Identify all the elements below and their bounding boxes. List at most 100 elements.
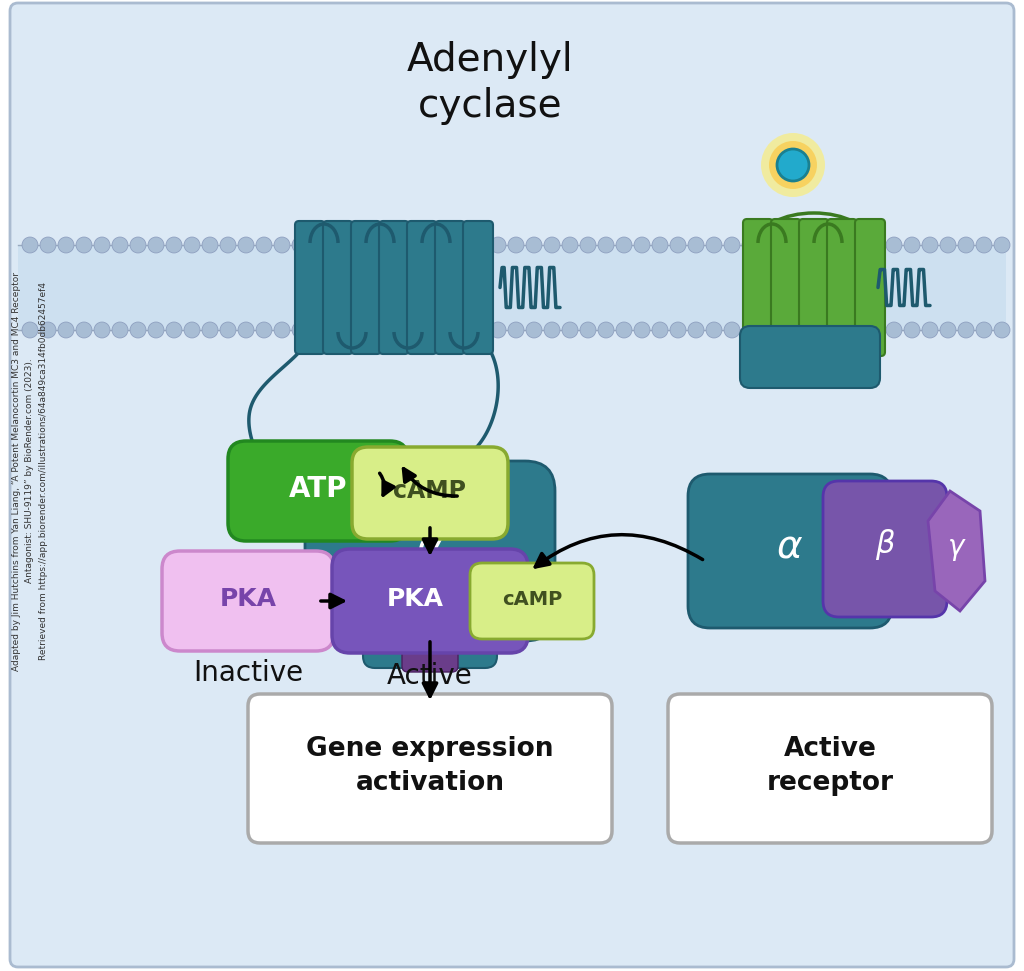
Text: $\beta$: $\beta$ xyxy=(874,526,895,561)
Circle shape xyxy=(544,237,560,253)
Circle shape xyxy=(940,322,956,338)
Circle shape xyxy=(958,237,974,253)
FancyBboxPatch shape xyxy=(407,221,437,354)
Text: ATP: ATP xyxy=(289,475,347,503)
Circle shape xyxy=(454,237,470,253)
Circle shape xyxy=(742,237,758,253)
Circle shape xyxy=(436,322,452,338)
Text: Inactive: Inactive xyxy=(193,659,303,687)
Circle shape xyxy=(526,322,542,338)
Circle shape xyxy=(831,322,848,338)
Circle shape xyxy=(130,322,146,338)
Circle shape xyxy=(256,322,272,338)
Circle shape xyxy=(562,322,578,338)
Circle shape xyxy=(202,237,218,253)
Circle shape xyxy=(868,322,884,338)
Circle shape xyxy=(526,237,542,253)
Circle shape xyxy=(868,237,884,253)
Circle shape xyxy=(706,322,722,338)
Circle shape xyxy=(562,237,578,253)
Circle shape xyxy=(958,322,974,338)
Circle shape xyxy=(761,133,825,197)
Circle shape xyxy=(922,237,938,253)
FancyBboxPatch shape xyxy=(688,474,892,628)
FancyBboxPatch shape xyxy=(827,219,857,356)
Circle shape xyxy=(400,322,416,338)
Text: cAMP: cAMP xyxy=(393,479,467,503)
Circle shape xyxy=(850,237,866,253)
Circle shape xyxy=(310,322,326,338)
Circle shape xyxy=(220,237,236,253)
Circle shape xyxy=(238,237,254,253)
Circle shape xyxy=(130,237,146,253)
Circle shape xyxy=(634,322,650,338)
Circle shape xyxy=(670,322,686,338)
Text: PKA: PKA xyxy=(386,587,443,611)
Circle shape xyxy=(22,322,38,338)
Text: Adapted by Jim Hutchins from Yan Liang, “A Potent Melanocortin MC3 and MC4 Recep: Adapted by Jim Hutchins from Yan Liang, … xyxy=(12,272,48,671)
FancyBboxPatch shape xyxy=(248,694,612,843)
Circle shape xyxy=(112,237,128,253)
FancyBboxPatch shape xyxy=(463,221,493,354)
Circle shape xyxy=(670,237,686,253)
Circle shape xyxy=(112,322,128,338)
Polygon shape xyxy=(928,491,985,611)
Circle shape xyxy=(940,237,956,253)
Circle shape xyxy=(166,237,182,253)
Circle shape xyxy=(616,237,632,253)
Text: $\alpha$: $\alpha$ xyxy=(776,527,804,565)
Circle shape xyxy=(760,237,776,253)
FancyBboxPatch shape xyxy=(332,549,528,653)
Circle shape xyxy=(490,322,506,338)
FancyBboxPatch shape xyxy=(470,563,594,639)
Circle shape xyxy=(346,237,362,253)
Circle shape xyxy=(364,237,380,253)
FancyBboxPatch shape xyxy=(10,3,1014,967)
Circle shape xyxy=(94,237,110,253)
Circle shape xyxy=(769,141,817,189)
Circle shape xyxy=(58,237,74,253)
Circle shape xyxy=(652,322,668,338)
Circle shape xyxy=(310,237,326,253)
Circle shape xyxy=(886,322,902,338)
Circle shape xyxy=(400,237,416,253)
FancyBboxPatch shape xyxy=(352,447,508,539)
Circle shape xyxy=(184,237,200,253)
Circle shape xyxy=(796,237,812,253)
Circle shape xyxy=(706,237,722,253)
Circle shape xyxy=(580,237,596,253)
Circle shape xyxy=(831,237,848,253)
Circle shape xyxy=(148,237,164,253)
Circle shape xyxy=(418,237,434,253)
Circle shape xyxy=(58,322,74,338)
Circle shape xyxy=(724,322,740,338)
Circle shape xyxy=(580,322,596,338)
Circle shape xyxy=(382,322,398,338)
Circle shape xyxy=(472,237,488,253)
Circle shape xyxy=(598,237,614,253)
Circle shape xyxy=(256,237,272,253)
FancyBboxPatch shape xyxy=(305,461,555,641)
Circle shape xyxy=(472,322,488,338)
Circle shape xyxy=(814,322,830,338)
Circle shape xyxy=(76,322,92,338)
Circle shape xyxy=(778,322,794,338)
Circle shape xyxy=(814,237,830,253)
Circle shape xyxy=(220,322,236,338)
Circle shape xyxy=(40,237,56,253)
Circle shape xyxy=(760,322,776,338)
Circle shape xyxy=(886,237,902,253)
Text: $\alpha$: $\alpha$ xyxy=(416,525,444,567)
Circle shape xyxy=(274,322,290,338)
Circle shape xyxy=(328,322,344,338)
Text: PKA: PKA xyxy=(219,587,276,611)
Circle shape xyxy=(328,237,344,253)
Circle shape xyxy=(382,237,398,253)
Circle shape xyxy=(346,322,362,338)
Circle shape xyxy=(634,237,650,253)
Circle shape xyxy=(994,237,1010,253)
Circle shape xyxy=(76,237,92,253)
FancyBboxPatch shape xyxy=(668,694,992,843)
Text: Adenylyl
cyclase: Adenylyl cyclase xyxy=(407,41,573,124)
FancyBboxPatch shape xyxy=(295,221,325,354)
